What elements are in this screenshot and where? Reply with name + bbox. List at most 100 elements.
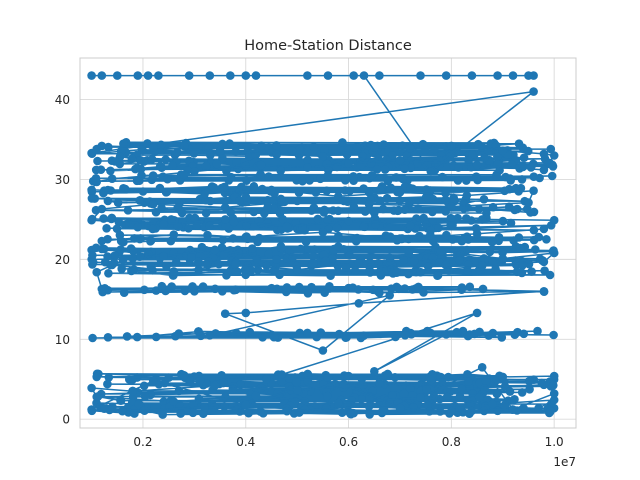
data-point [535, 173, 544, 183]
x-offset-label: 1e7 [553, 455, 576, 469]
data-point [394, 205, 404, 215]
data-point [138, 187, 148, 196]
data-point [390, 373, 400, 382]
data-point [184, 71, 194, 80]
data-point [157, 281, 167, 291]
data-point [372, 165, 382, 174]
data-point [195, 376, 205, 385]
data-point [241, 232, 251, 242]
data-point [477, 363, 487, 372]
data-point [318, 152, 328, 161]
data-point [169, 267, 179, 276]
data-point [504, 202, 514, 212]
data-point [323, 71, 333, 80]
data-point [354, 258, 364, 267]
data-point [444, 266, 454, 275]
data-point [370, 143, 379, 152]
data-point [399, 389, 409, 398]
data-point [296, 244, 306, 254]
data-point [477, 261, 487, 271]
data-point [169, 397, 179, 406]
data-point [548, 162, 558, 171]
data-point [344, 159, 353, 168]
data-point [161, 155, 170, 164]
data-point [249, 182, 259, 191]
data-point [190, 213, 200, 223]
data-point [467, 71, 477, 80]
data-point [549, 248, 559, 258]
data-point [405, 384, 415, 394]
data-point [326, 271, 335, 281]
data-point [135, 155, 145, 165]
data-point [493, 406, 502, 416]
data-point [169, 230, 179, 239]
data-point [185, 376, 195, 386]
data-point [115, 230, 125, 240]
data-point [97, 204, 107, 214]
data-point [383, 369, 393, 379]
data-point [524, 198, 533, 207]
data-point [140, 392, 150, 401]
data-point [468, 150, 477, 159]
plot-frame [79, 57, 577, 429]
data-point [256, 160, 266, 170]
data-point [87, 194, 97, 203]
data-point [325, 282, 334, 292]
data-point [241, 192, 251, 202]
tick-layer: 0.2 0.4 0.6 0.8 1.0 0 10 20 30 40 [55, 93, 564, 449]
data-point [545, 270, 555, 280]
data-point [194, 265, 203, 275]
data-point [511, 260, 521, 270]
data-point [148, 143, 158, 152]
data-point [455, 403, 465, 413]
data-point [549, 151, 559, 160]
y-tick-label: 40 [55, 93, 70, 107]
data-point [179, 371, 189, 380]
data-point [452, 327, 462, 337]
data-point [531, 245, 540, 254]
data-point [143, 71, 153, 80]
data-point [345, 186, 355, 196]
data-point [231, 267, 241, 276]
data-point [484, 331, 494, 340]
data-point [539, 149, 549, 159]
data-point [398, 174, 408, 184]
data-point [292, 377, 301, 387]
data-point [311, 188, 321, 197]
data-point [497, 333, 507, 342]
data-point [446, 213, 456, 223]
data-point [457, 285, 466, 295]
data-point [395, 403, 405, 413]
data-point [92, 267, 101, 277]
data-point [388, 151, 397, 160]
data-point [269, 332, 279, 342]
data-point [494, 233, 504, 242]
series-line [90, 74, 555, 412]
data-point [481, 377, 491, 386]
data-point [218, 153, 227, 163]
data-point [508, 71, 518, 80]
data-point [364, 402, 374, 411]
data-point [539, 165, 549, 175]
data-point [346, 409, 356, 419]
data-point [221, 221, 231, 230]
data-point [454, 255, 464, 265]
data-point [173, 222, 183, 231]
data-point [423, 262, 433, 271]
data-point [378, 204, 388, 214]
data-point [106, 166, 115, 176]
data-point [434, 223, 443, 233]
data-point [460, 234, 469, 243]
data-point [479, 195, 489, 204]
data-point [395, 196, 405, 205]
data-point [282, 406, 292, 416]
data-point [375, 185, 385, 194]
data-point [241, 71, 251, 80]
data-point [359, 184, 368, 193]
data-point [534, 232, 544, 242]
data-point [102, 224, 111, 233]
series-layer [87, 71, 559, 419]
data-point [205, 71, 215, 80]
data-point [316, 174, 325, 184]
data-point [428, 207, 437, 217]
